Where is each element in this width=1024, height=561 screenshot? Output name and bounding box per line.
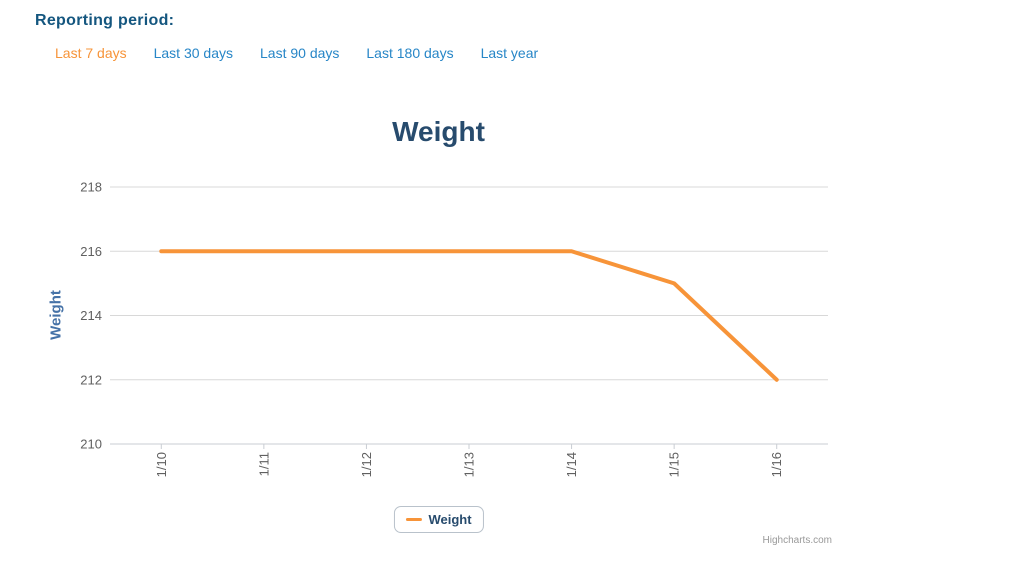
y-tick-label-214: 214 [80, 308, 102, 323]
reporting-period-links: Last 7 days Last 30 days Last 90 days Last … [55, 45, 538, 61]
weight-chart: Weight Weight 210 212 214 216 218 1/10 1/11 1/1… [35, 95, 842, 557]
weight-series-line [159, 249, 779, 382]
period-link-last-180-days[interactable]: Last 180 days [366, 45, 454, 61]
highcharts-credit[interactable]: Highcharts.com [762, 535, 832, 546]
reporting-period-section: Reporting period: Last 7 days Last 30 day… [35, 12, 538, 61]
y-tick-label-216: 216 [80, 244, 102, 259]
y-axis-labels: 210 212 214 216 218 [80, 180, 102, 452]
x-tick-label-1/16: 1/16 [769, 452, 784, 477]
y-tick-label-210: 210 [80, 437, 102, 452]
period-link-last-30-days[interactable]: Last 30 days [153, 45, 233, 61]
legend-item-weight[interactable]: Weight [393, 506, 484, 533]
x-axis-ticks [160, 444, 778, 449]
gridlines [110, 186, 828, 381]
x-axis-labels: 1/10 1/11 1/12 1/13 1/14 1/15 1/16 [154, 452, 784, 477]
x-tick-label-1/12: 1/12 [359, 452, 374, 477]
period-link-last-7-days[interactable]: Last 7 days [55, 45, 127, 61]
x-tick-label-1/13: 1/13 [462, 452, 477, 477]
x-tick-label-1/10: 1/10 [154, 452, 169, 477]
legend-series-label: Weight [428, 512, 472, 527]
y-tick-label-212: 212 [80, 372, 102, 387]
reporting-period-label: Reporting period: [35, 12, 175, 29]
legend-line-swatch [405, 518, 422, 521]
period-link-last-90-days[interactable]: Last 90 days [260, 45, 340, 61]
y-tick-label-218: 218 [80, 180, 102, 195]
x-tick-label-1/11: 1/11 [256, 452, 271, 476]
chart-title: Weight [392, 116, 485, 147]
period-link-last-year[interactable]: Last year [480, 45, 539, 61]
x-tick-label-1/15: 1/15 [667, 452, 682, 477]
x-tick-label-1/14: 1/14 [564, 452, 579, 477]
